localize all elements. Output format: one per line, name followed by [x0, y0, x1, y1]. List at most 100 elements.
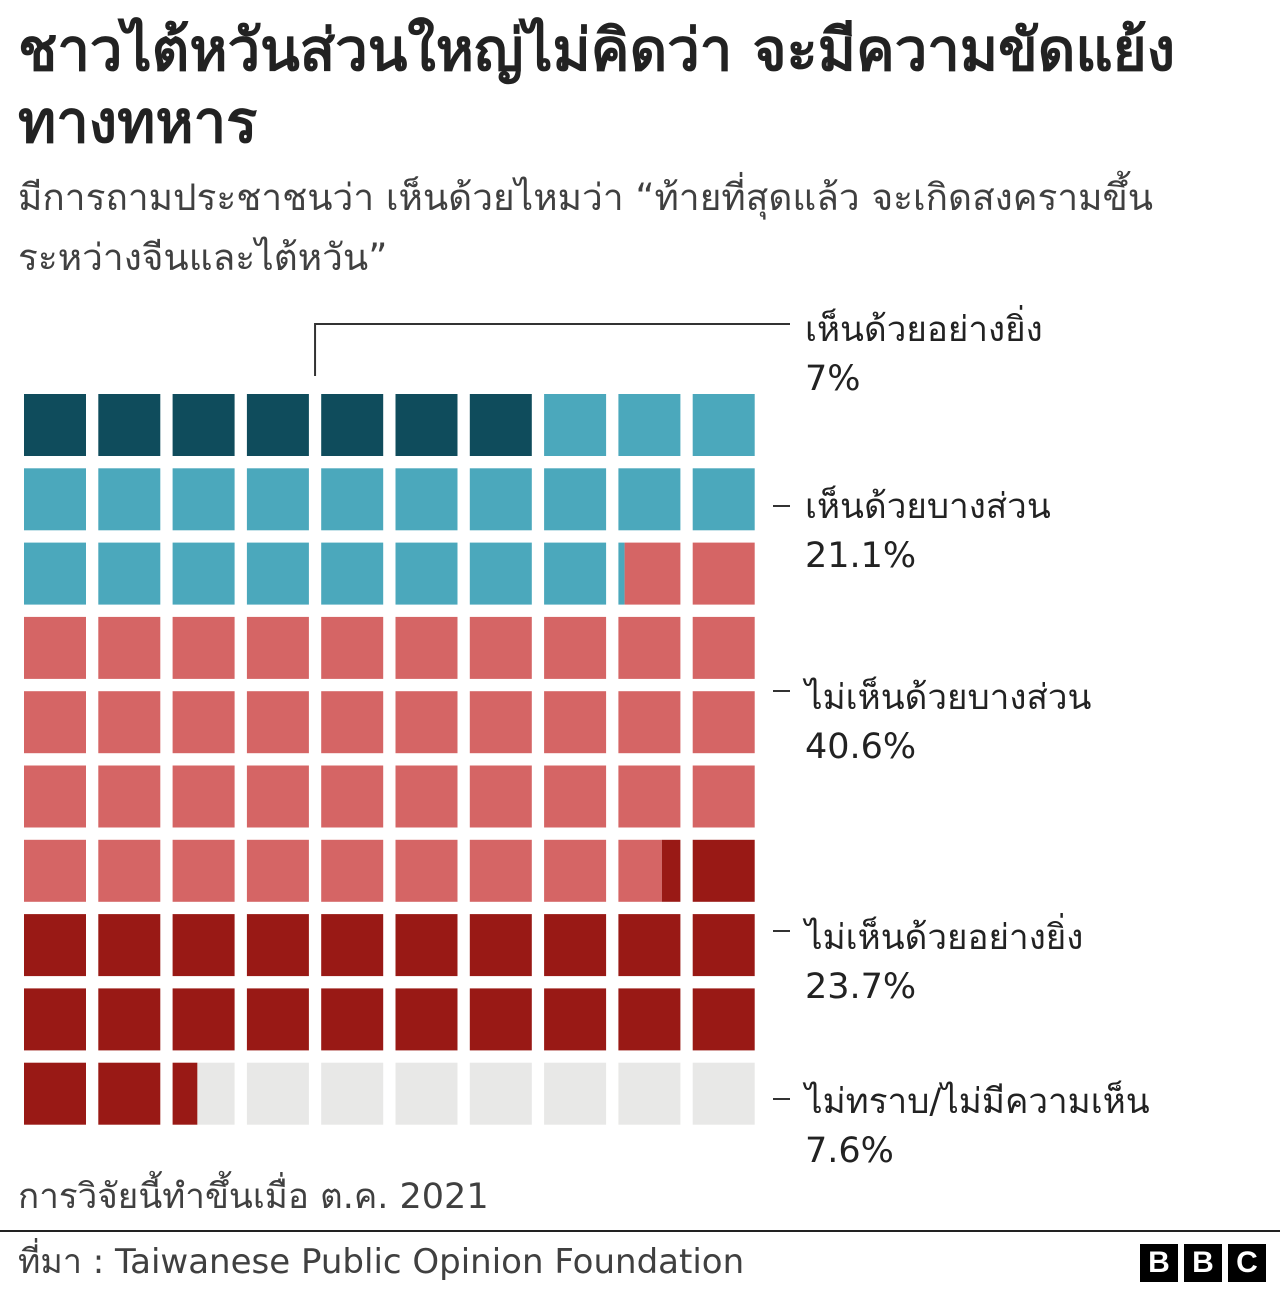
waffle-cell: [24, 765, 86, 828]
waffle-cell: [321, 988, 384, 1051]
waffle-cell: [692, 988, 755, 1051]
waffle-cell: [24, 394, 86, 456]
waffle-cell: [246, 468, 309, 531]
survey-date-note: การวิจัยนี้ทำขึ้นเมื่อ ต.ค. 2021: [18, 1177, 489, 1217]
waffle-cell: [246, 691, 309, 754]
waffle-cell: [24, 839, 86, 902]
waffle-cell: [395, 691, 458, 754]
waffle-cell: [98, 1062, 161, 1125]
waffle-cell: [469, 765, 532, 828]
legend-value: 7%: [805, 359, 861, 399]
waffle-cell: [544, 1062, 607, 1125]
waffle-cell: [692, 765, 755, 828]
source-credit: ที่มา : Taiwanese Public Opinion Foundat…: [18, 1242, 745, 1282]
bbc-logo-letter-b1: B: [1140, 1244, 1178, 1282]
waffle-cell: [692, 914, 755, 977]
waffle-cell: [321, 839, 384, 902]
waffle-cell: [618, 988, 681, 1051]
waffle-cell: [544, 988, 607, 1051]
waffle-cell: [172, 616, 235, 679]
waffle-cell: [395, 616, 458, 679]
waffle-cell: [172, 1062, 198, 1125]
waffle-cell: [469, 1062, 532, 1125]
waffle-cell: [98, 394, 161, 456]
waffle-cell: [24, 616, 86, 679]
waffle-cell: [98, 542, 161, 605]
bbc-logo-letter-b2: B: [1184, 1244, 1222, 1282]
waffle-cell: [172, 839, 235, 902]
waffle-cell: [246, 914, 309, 977]
waffle-cell: [469, 691, 532, 754]
waffle-cell: [544, 691, 607, 754]
waffle-cell: [98, 839, 161, 902]
waffle-cell: [692, 691, 755, 754]
waffle-cell: [544, 394, 607, 456]
waffle-cell: [197, 1062, 235, 1125]
waffle-cell: [321, 542, 384, 605]
waffle-chart: เห็นด้วยอย่างยิ่ง 7% เห็นด้วยบางส่วน 21.1% ไ…: [24, 305, 1150, 1170]
waffle-cell: [469, 914, 532, 977]
waffle-cell: [618, 616, 681, 679]
waffle-cell: [24, 691, 86, 754]
waffle-cell: [692, 542, 755, 605]
waffle-cell: [618, 542, 625, 605]
waffle-cell: [246, 765, 309, 828]
waffle-cell: [544, 468, 607, 531]
waffle-cell: [172, 765, 235, 828]
chart-subtitle: มีการถามประชาชนว่า เห็นด้วยไหมว่า “ท้ายท…: [18, 176, 1154, 279]
waffle-cell: [172, 691, 235, 754]
waffle-cell: [321, 914, 384, 977]
waffle-cell: [469, 616, 532, 679]
waffle-cell: [618, 468, 681, 531]
waffle-cell: [246, 1062, 309, 1125]
waffle-cell: [246, 616, 309, 679]
waffle-cell: [624, 542, 681, 605]
waffle-cell: [172, 394, 235, 456]
legend-label: ไม่ทราบ/ไม่มีความเห็น: [802, 1080, 1150, 1122]
waffle-cell: [24, 1062, 86, 1125]
waffle-cell: [469, 394, 532, 456]
legend-value: 21.1%: [805, 536, 916, 576]
legend-value: 7.6%: [805, 1131, 894, 1170]
legend-label: เห็นด้วยอย่างยิ่ง: [805, 305, 1043, 350]
waffle-cell: [395, 914, 458, 977]
waffle-cell: [24, 988, 86, 1051]
waffle-cell: [395, 468, 458, 531]
waffle-cell: [246, 988, 309, 1051]
bbc-logo: B B C: [1140, 1244, 1266, 1282]
waffle-cell: [544, 765, 607, 828]
waffle-cell: [395, 542, 458, 605]
waffle-cell: [98, 616, 161, 679]
waffle-cell: [98, 914, 161, 977]
waffle-cell: [469, 468, 532, 531]
waffle-cell: [469, 839, 532, 902]
legend-value: 40.6%: [805, 727, 916, 767]
waffle-cell: [544, 839, 607, 902]
waffle-cell: [98, 765, 161, 828]
waffle-cell: [692, 616, 755, 679]
waffle-cell: [395, 765, 458, 828]
waffle-cell: [661, 839, 681, 902]
waffle-cell: [618, 1062, 681, 1125]
chart-title: ชาวไต้หวันส่วนใหญ่ไม่คิดว่า จะมีความขัดแ…: [18, 16, 1176, 156]
legend-value: 23.7%: [805, 967, 916, 1007]
waffle-cell: [692, 839, 755, 902]
bbc-logo-letter-c: C: [1228, 1244, 1266, 1282]
waffle-cell: [246, 839, 309, 902]
waffle-cell: [618, 914, 681, 977]
waffle-cell: [469, 542, 532, 605]
waffle-cell: [321, 468, 384, 531]
waffle-cell: [618, 765, 681, 828]
leader-line: [314, 323, 790, 376]
waffle-cell: [544, 616, 607, 679]
waffle-cell: [321, 765, 384, 828]
waffle-cell: [172, 988, 235, 1051]
footer-divider: [0, 1230, 1280, 1232]
waffle-cell: [24, 542, 86, 605]
waffle-cell: [246, 542, 309, 605]
waffle-cell: [24, 468, 86, 531]
waffle-cell: [692, 394, 755, 456]
waffle-cell: [321, 691, 384, 754]
legend-label: ไม่เห็นด้วยบางส่วน: [802, 676, 1092, 718]
waffle-cell: [395, 839, 458, 902]
